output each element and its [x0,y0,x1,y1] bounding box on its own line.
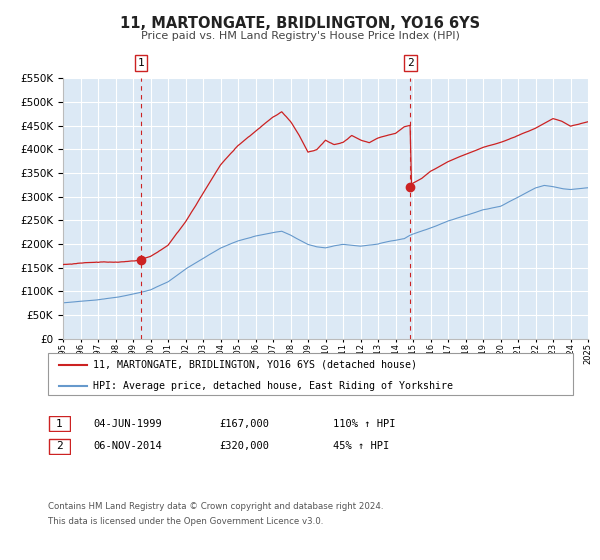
FancyBboxPatch shape [48,353,573,395]
Text: Contains HM Land Registry data © Crown copyright and database right 2024.: Contains HM Land Registry data © Crown c… [48,502,383,511]
Text: 06-NOV-2014: 06-NOV-2014 [93,441,162,451]
Text: HPI: Average price, detached house, East Riding of Yorkshire: HPI: Average price, detached house, East… [92,381,452,390]
Text: £167,000: £167,000 [219,419,269,429]
Text: 2: 2 [407,58,414,68]
Text: 11, MARTONGATE, BRIDLINGTON, YO16 6YS: 11, MARTONGATE, BRIDLINGTON, YO16 6YS [120,16,480,31]
Text: 2: 2 [56,441,63,451]
Text: 1: 1 [56,419,63,429]
Text: Price paid vs. HM Land Registry's House Price Index (HPI): Price paid vs. HM Land Registry's House … [140,31,460,41]
FancyBboxPatch shape [49,417,70,431]
Text: 04-JUN-1999: 04-JUN-1999 [93,419,162,429]
Text: 110% ↑ HPI: 110% ↑ HPI [333,419,395,429]
FancyBboxPatch shape [49,439,70,454]
Text: 1: 1 [137,58,144,68]
Text: This data is licensed under the Open Government Licence v3.0.: This data is licensed under the Open Gov… [48,517,323,526]
Text: 11, MARTONGATE, BRIDLINGTON, YO16 6YS (detached house): 11, MARTONGATE, BRIDLINGTON, YO16 6YS (d… [92,360,416,370]
Text: 45% ↑ HPI: 45% ↑ HPI [333,441,389,451]
Text: £320,000: £320,000 [219,441,269,451]
